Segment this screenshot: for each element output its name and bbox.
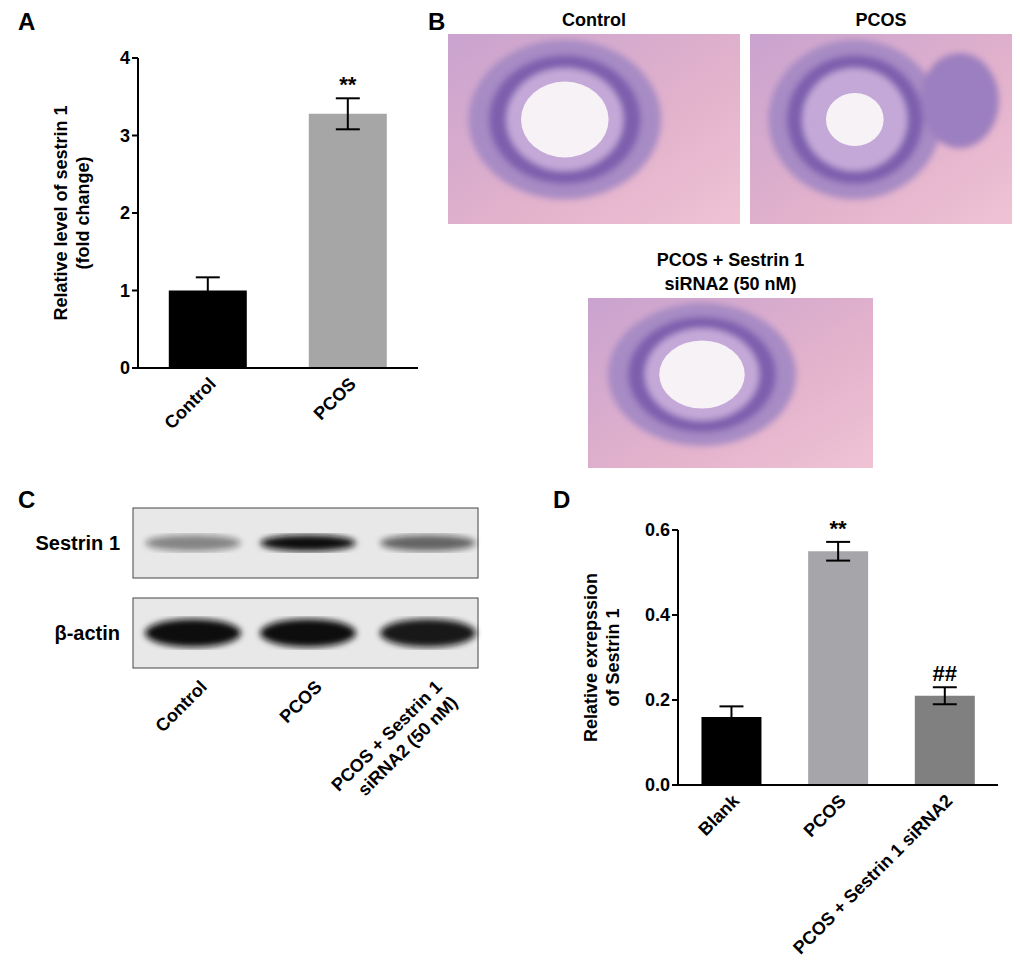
svg-text:2: 2 (120, 203, 130, 223)
svg-text:##: ## (933, 661, 957, 686)
html-text:Control: Control (562, 10, 626, 30)
html-text:D: D (553, 486, 571, 513)
svg-text:0: 0 (120, 358, 130, 378)
svg-text:PCOS: PCOS (310, 374, 360, 424)
svg-text:0.0: 0.0 (645, 775, 670, 795)
svg-text:Control: Control (151, 677, 210, 736)
svg-text:Relative level of sestrin 1(fo: Relative level of sestrin 1(fold change) (51, 105, 93, 320)
svg-text:0.2: 0.2 (645, 690, 670, 710)
svg-text:**: ** (339, 72, 357, 97)
html-text:B: B (428, 8, 446, 35)
svg-text:**: ** (830, 516, 848, 541)
svg-text:PCOS + Sestrin 1 siRNA2: PCOS + Sestrin 1 siRNA2 (789, 791, 956, 958)
svg-text:1: 1 (120, 281, 130, 301)
html-text:A: A (18, 8, 36, 35)
svg-text:3: 3 (120, 126, 130, 146)
html-text:siRNA2 (50 nM): siRNA2 (50 nM) (664, 274, 797, 294)
svg-text:Control: Control (160, 374, 219, 433)
svg-text:PCOS: PCOS (800, 791, 850, 841)
svg-text:Sestrin 1: Sestrin 1 (36, 532, 120, 554)
svg-text:0.4: 0.4 (645, 605, 670, 625)
svg-text:PCOS + Sestrin 1siRNA2 (50 nM): PCOS + Sestrin 1siRNA2 (50 nM) (327, 677, 461, 811)
html-text:C: C (18, 486, 36, 513)
html-text:PCOS + Sestrin 1: PCOS + Sestrin 1 (656, 250, 805, 270)
svg-text:0.6: 0.6 (645, 520, 670, 540)
svg-text:PCOS: PCOS (276, 677, 326, 727)
svg-text:4: 4 (120, 48, 130, 68)
html-text:PCOS: PCOS (855, 10, 907, 30)
svg-text:Relative exrepssionof Sestrin: Relative exrepssionof Sestrin 1 (581, 573, 623, 742)
svg-text:β-actin: β-actin (54, 622, 120, 644)
svg-text:Blank: Blank (694, 790, 744, 840)
